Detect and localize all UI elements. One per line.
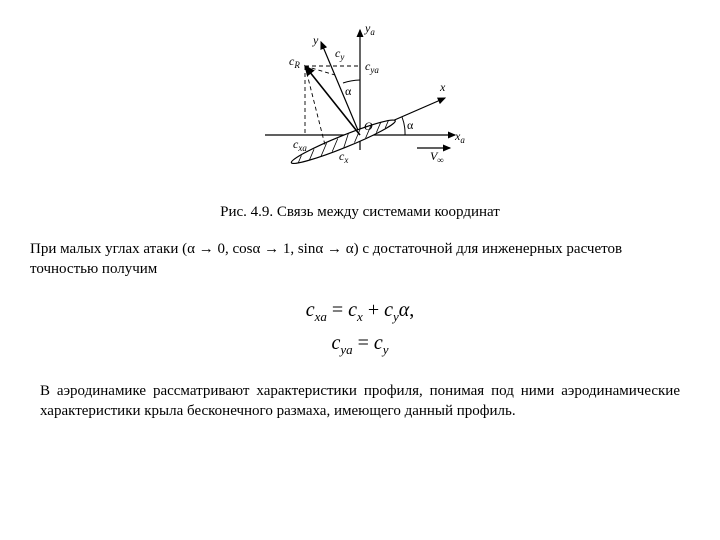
figure-caption: Рис. 4.9. Связь между системами координа…	[30, 204, 690, 221]
eq2-eq: =	[353, 332, 374, 354]
svg-text:α: α	[407, 118, 414, 132]
svg-text:y: y	[312, 33, 319, 47]
eq2-lhs-sub: ya	[340, 342, 352, 357]
eq2-r1-sub: y	[383, 342, 389, 357]
eq2-lhs: c	[331, 332, 340, 354]
p1-s1: , cos	[225, 241, 253, 257]
p1-a3: α → α	[315, 241, 353, 257]
eq1-alpha: α	[399, 299, 410, 321]
svg-text:cya: cya	[365, 59, 379, 75]
svg-text:cy: cy	[335, 46, 344, 62]
svg-text:O: O	[364, 119, 373, 133]
p1-a1: α → 0	[187, 241, 225, 257]
coordinate-diagram: ya y cy cR cya α O x α xa V∞ cxa cx	[245, 20, 475, 185]
paragraph-small-angles: При малых углах атаки (α → 0, cosα → 1, …	[30, 239, 690, 280]
paragraph-aerodynamics: В аэродинамике рассматривают характерист…	[40, 381, 680, 422]
figure-container: ya y cy cR cya α O x α xa V∞ cxa cx	[30, 20, 690, 190]
svg-text:x: x	[439, 80, 446, 94]
svg-text:cR: cR	[289, 54, 300, 70]
svg-text:ya: ya	[364, 21, 375, 37]
eq1-eq: =	[327, 299, 348, 321]
svg-text:V∞: V∞	[430, 149, 444, 165]
equations-block: cxa = cx + cyα, cya = cy	[30, 294, 690, 362]
eq1-plus: +	[363, 299, 384, 321]
svg-text:xa: xa	[454, 129, 465, 145]
equation-cya: cya = cy	[30, 327, 690, 361]
eq1-lhs-sub: xa	[315, 309, 327, 324]
equation-cxa: cxa = cx + cyα,	[30, 294, 690, 328]
svg-text:cxa: cxa	[293, 137, 307, 153]
p1-prefix: При малых углах атаки (	[30, 241, 187, 257]
eq1-r1: c	[348, 299, 357, 321]
p1-s2: , sin	[290, 241, 315, 257]
eq1-end: ,	[409, 299, 414, 321]
eq2-r1: c	[374, 332, 383, 354]
eq1-r2: c	[384, 299, 393, 321]
svg-text:α: α	[345, 84, 352, 98]
svg-text:cx: cx	[339, 149, 348, 165]
eq1-lhs: c	[306, 299, 315, 321]
p1-a2: α → 1	[252, 241, 290, 257]
